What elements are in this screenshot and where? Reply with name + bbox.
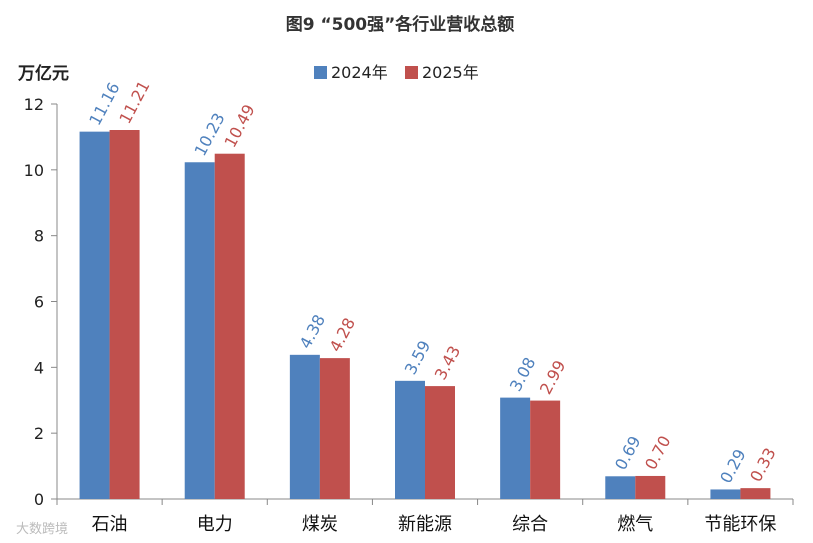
data-label: 11.16 bbox=[85, 79, 123, 128]
y-tick-label: 12 bbox=[24, 95, 44, 114]
x-tick-label: 节能环保 bbox=[704, 514, 776, 535]
bar-2025年-电力 bbox=[214, 153, 245, 499]
bar-2024年-石油 bbox=[79, 131, 110, 499]
bar-2024年-节能环保 bbox=[710, 489, 741, 499]
y-axis-unit-label: 万亿元 bbox=[17, 63, 69, 84]
bar-2025年-石油 bbox=[109, 130, 140, 500]
bar-2025年-燃气 bbox=[635, 475, 666, 499]
data-label: 10.23 bbox=[190, 110, 228, 159]
x-tick-label: 石油 bbox=[92, 514, 128, 535]
bar-2025年-新能源 bbox=[425, 386, 455, 499]
bar-2024年-综合 bbox=[500, 397, 531, 499]
y-tick-label: 6 bbox=[34, 293, 44, 312]
data-label: 3.43 bbox=[431, 343, 465, 383]
bar-2024年-燃气 bbox=[605, 476, 636, 499]
axes: 0 2 4 6 8 10 12 石油 电力 煤炭 新能源 综合 燃气 节能环保 bbox=[24, 95, 794, 535]
y-tick-label: 2 bbox=[34, 424, 44, 443]
data-label: 3.08 bbox=[506, 354, 540, 394]
data-label: 0.70 bbox=[641, 432, 675, 472]
bars bbox=[79, 130, 771, 500]
bar-2024年-新能源 bbox=[395, 380, 425, 499]
data-label: 0.69 bbox=[611, 433, 645, 473]
data-label: 11.21 bbox=[115, 78, 153, 127]
legend-label-2024: 2024年 bbox=[331, 63, 388, 82]
chart-title: 图9 “500强”各行业营收总额 bbox=[286, 14, 515, 35]
y-tick-label: 0 bbox=[34, 490, 44, 509]
legend-swatch-2025 bbox=[405, 66, 418, 79]
legend-label-2025: 2025年 bbox=[422, 63, 479, 82]
x-tick-label: 电力 bbox=[197, 514, 233, 535]
bar-2025年-煤炭 bbox=[319, 358, 350, 499]
legend: 2024年 2025年 bbox=[314, 63, 479, 82]
data-label: 4.28 bbox=[326, 315, 360, 355]
x-tick-label: 新能源 bbox=[398, 514, 452, 535]
watermark-text: 大数跨境 bbox=[16, 522, 68, 537]
data-label: 3.59 bbox=[401, 337, 435, 377]
data-label: 10.49 bbox=[220, 101, 258, 150]
bar-2024年-煤炭 bbox=[289, 354, 320, 499]
legend-swatch-2024 bbox=[314, 66, 327, 79]
x-tick-label: 煤炭 bbox=[302, 514, 338, 535]
y-tick-label: 8 bbox=[34, 227, 44, 246]
bar-2025年-节能环保 bbox=[740, 488, 771, 499]
y-tick-label: 4 bbox=[34, 358, 44, 377]
x-tick-label: 综合 bbox=[512, 514, 548, 535]
data-label: 2.99 bbox=[536, 357, 570, 397]
data-label: 0.33 bbox=[746, 445, 780, 485]
data-label: 4.38 bbox=[296, 311, 330, 351]
bar-2025年-综合 bbox=[530, 400, 561, 499]
x-tick-label: 燃气 bbox=[617, 514, 653, 535]
y-tick-label: 10 bbox=[24, 161, 44, 180]
data-label: 0.29 bbox=[716, 446, 750, 486]
bar-2024年-电力 bbox=[184, 162, 215, 499]
